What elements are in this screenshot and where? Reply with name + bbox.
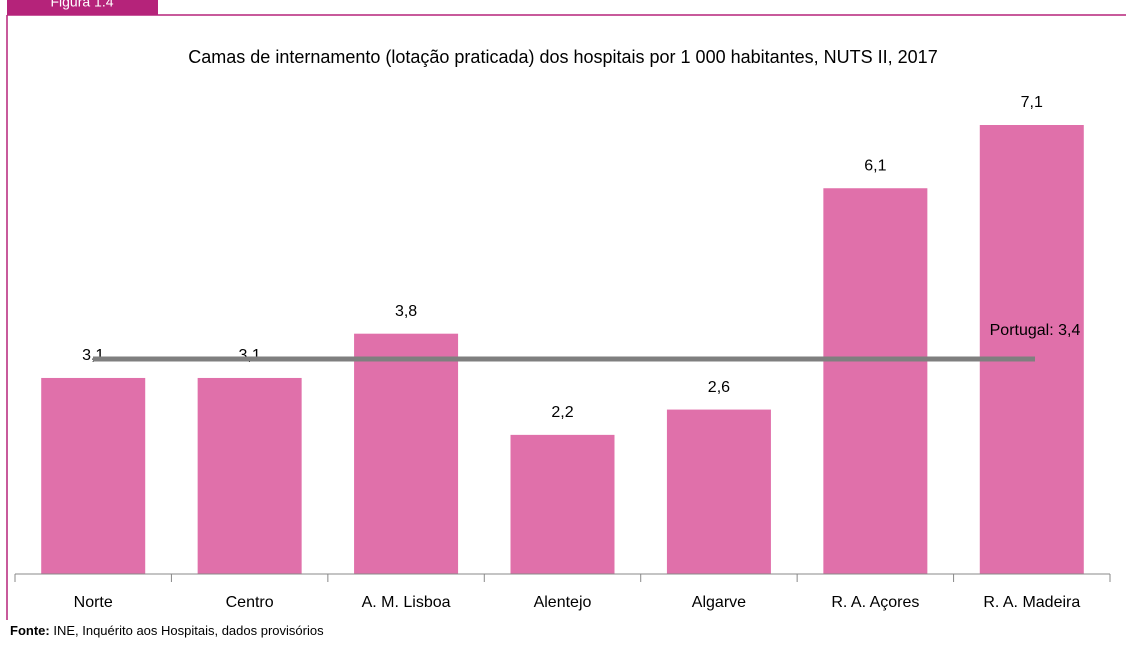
bar	[354, 333, 459, 574]
x-tick-label: R. A. Madeira	[983, 594, 1080, 611]
x-tick-label: A. M. Lisboa	[362, 594, 451, 611]
value-label: 7,1	[1021, 94, 1043, 111]
value-label: 6,1	[864, 157, 886, 174]
x-tick-label: R. A. Açores	[831, 594, 919, 611]
bar	[510, 434, 615, 574]
chart-title: Camas de internamento (lotação praticada…	[188, 47, 937, 67]
figure-tab	[7, 0, 158, 15]
bar	[823, 188, 928, 574]
bar	[979, 125, 1084, 574]
value-label: 2,6	[708, 379, 730, 396]
source-label: Fonte:	[10, 623, 50, 638]
x-tick-label: Centro	[226, 594, 274, 611]
value-label: 3,1	[239, 347, 261, 364]
figure-label: Figura 1.4	[50, 0, 113, 10]
source: Fonte: INE, Inquérito aos Hospitais, dad…	[10, 623, 324, 638]
bar	[41, 377, 146, 574]
bar	[666, 409, 771, 574]
x-tick-label: Norte	[74, 594, 113, 611]
reference-label: Portugal: 3,4	[990, 322, 1081, 339]
x-tick-label: Alentejo	[534, 594, 592, 611]
value-label: 3,8	[395, 303, 417, 320]
x-tick-label: Algarve	[692, 594, 746, 611]
source-text: INE, Inquérito aos Hospitais, dados prov…	[53, 623, 324, 638]
value-label: 2,2	[551, 404, 573, 421]
bar	[197, 377, 302, 574]
value-label: 3,1	[82, 347, 104, 364]
